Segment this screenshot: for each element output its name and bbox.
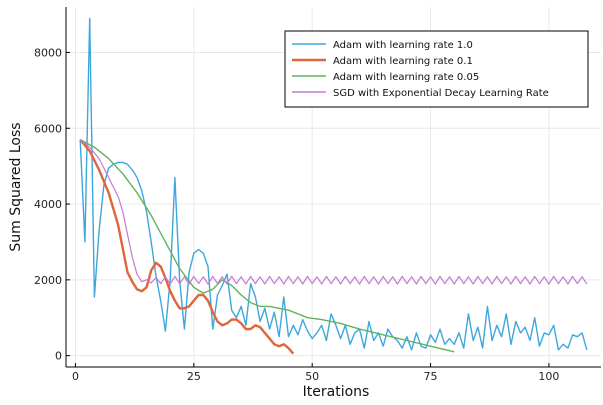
x-ticks: 0 25 50 75 100 (72, 363, 559, 383)
series-lines (79, 17, 588, 355)
x-tick-label: 0 (72, 370, 79, 383)
legend-label-adam-01: Adam with learning rate 0.1 (333, 56, 473, 67)
y-tick-label: 8000 (34, 46, 62, 59)
y-tick-label: 6000 (34, 122, 62, 135)
x-tick-label: 50 (305, 370, 319, 383)
x-tick-label: 100 (538, 370, 559, 383)
x-axis-title: Iterations (303, 384, 370, 400)
y-tick-label: 4000 (34, 198, 62, 211)
y-tick-label: 0 (55, 350, 62, 363)
series-line-2 (79, 138, 295, 355)
legend-label-sgd: SGD with Exponential Decay Learning Rate (333, 88, 549, 99)
y-ticks: 0 2000 4000 6000 8000 (34, 46, 70, 363)
legend-label-adam-005: Adam with learning rate 0.05 (333, 72, 479, 83)
x-tick-label: 75 (424, 370, 438, 383)
axes (65, 7, 601, 368)
y-axis-title: Sum Squared Loss (8, 122, 24, 251)
series-line-1 (79, 17, 588, 351)
legend: Adam with learning rate 1.0 Adam with le… (284, 30, 589, 108)
x-tick-label: 25 (187, 370, 201, 383)
y-tick-label: 2000 (34, 274, 62, 287)
series-line-3 (79, 138, 455, 353)
legend-box (284, 30, 589, 108)
series-line-4 (79, 139, 588, 285)
legend-label-adam-1: Adam with learning rate 1.0 (333, 40, 473, 51)
